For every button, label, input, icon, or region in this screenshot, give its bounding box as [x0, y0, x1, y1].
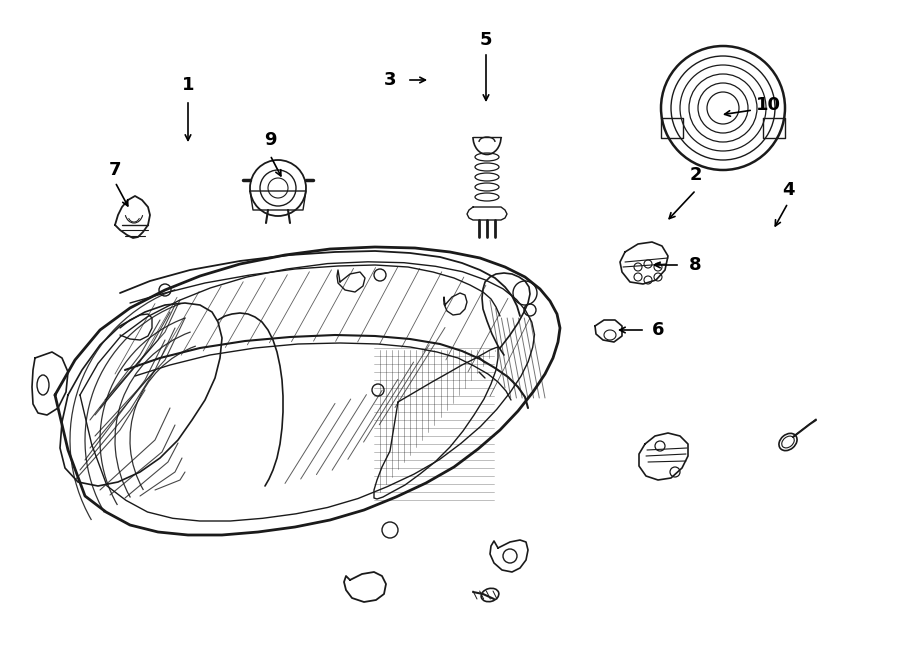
Text: 10: 10 — [755, 96, 780, 114]
Text: 5: 5 — [480, 31, 492, 49]
Text: 9: 9 — [264, 131, 276, 149]
Text: 4: 4 — [782, 181, 794, 199]
Text: 8: 8 — [688, 256, 701, 274]
Text: 1: 1 — [182, 76, 194, 94]
Text: 3: 3 — [383, 71, 396, 89]
Text: 2: 2 — [689, 166, 702, 184]
Text: 7: 7 — [109, 161, 122, 179]
Text: 6: 6 — [652, 321, 664, 339]
